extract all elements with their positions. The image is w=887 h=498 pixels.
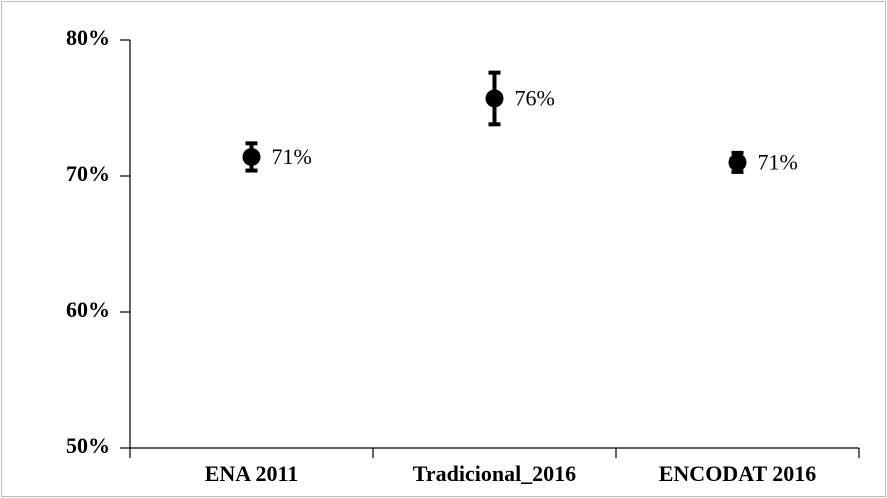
value-label: 71%	[272, 144, 312, 169]
value-label: 76%	[515, 86, 555, 111]
y-tick-label: 50%	[66, 433, 110, 458]
point	[485, 89, 504, 108]
point	[728, 153, 747, 172]
y-tick-label: 60%	[66, 297, 110, 322]
y-tick-label: 80%	[66, 25, 110, 50]
point	[242, 147, 261, 166]
x-tick-label: Tradicional_2016	[413, 461, 576, 486]
x-tick-label: ENCODAT 2016	[659, 461, 816, 486]
y-tick-label: 70%	[66, 161, 110, 186]
value-label: 71%	[758, 149, 798, 174]
x-tick-label: ENA 2011	[205, 461, 299, 486]
